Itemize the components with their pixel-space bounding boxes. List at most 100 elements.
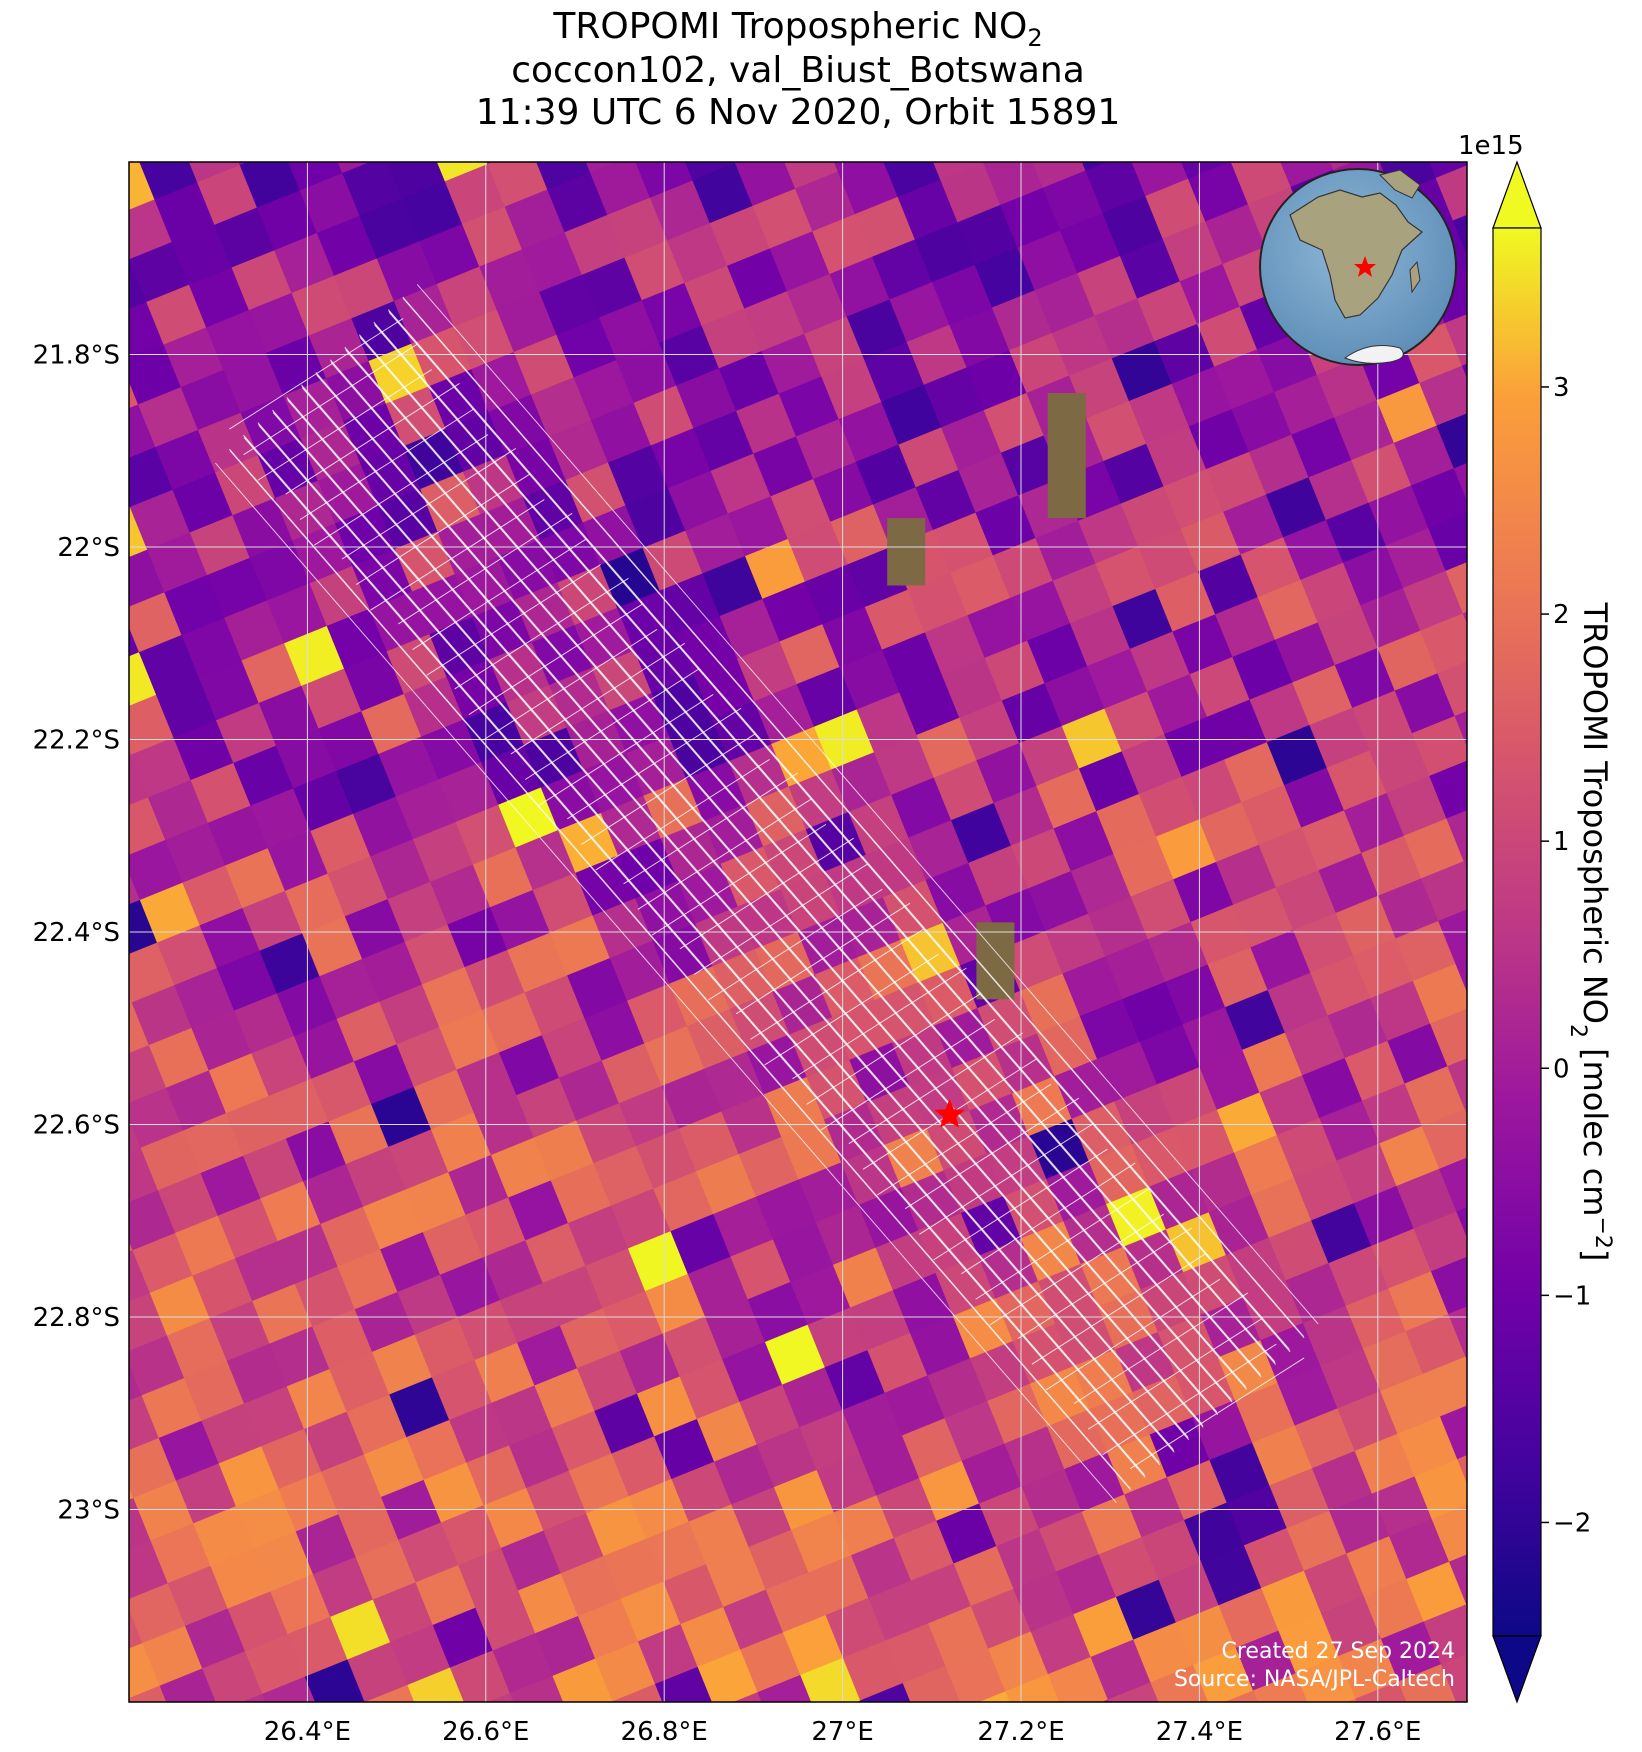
no2-pixel bbox=[129, 257, 130, 260]
footprint-line bbox=[344, 346, 1247, 1388]
no2-pixel bbox=[57, 1661, 117, 1721]
lon-tick-label: 27°E bbox=[811, 1717, 874, 1747]
footprint-line bbox=[300, 384, 1203, 1425]
no2-pixel bbox=[382, 1728, 442, 1752]
imagery-patch bbox=[1047, 393, 1086, 519]
footprint-line bbox=[1102, 1343, 1277, 1456]
no2-pixel bbox=[1181, 162, 1232, 180]
no2-pixel bbox=[337, 162, 372, 174]
no2-pixel bbox=[860, 1682, 911, 1702]
lon-tick-label: 27.6°E bbox=[1334, 1717, 1421, 1747]
no2-pixel bbox=[304, 1659, 366, 1702]
footprint-line bbox=[359, 335, 1262, 1376]
footprint-line bbox=[524, 668, 700, 780]
no2-pixel bbox=[1419, 365, 1467, 427]
map-panel bbox=[53, 67, 1607, 1752]
lat-tick-label: 22.4°S bbox=[33, 918, 120, 948]
footprint-line bbox=[919, 1123, 1094, 1235]
no2-pixel bbox=[1411, 468, 1467, 529]
no2-pixel bbox=[63, 815, 123, 875]
no2-pixel bbox=[57, 1413, 117, 1473]
no2-pixel bbox=[1446, 810, 1467, 862]
no2-pixel bbox=[761, 86, 821, 146]
title-line-2: coccon102, val_Biust_Botswana bbox=[511, 50, 1085, 91]
footprint-line bbox=[877, 1083, 1052, 1196]
footprint-line bbox=[651, 823, 827, 936]
no2-pixel bbox=[1437, 661, 1467, 717]
footprint-line bbox=[301, 385, 1204, 1427]
longitude-tick-labels: 26.4°E 26.6°E 26.8°E 27°E 27.2°E 27.4°E 27.6°E bbox=[264, 1717, 1422, 1747]
africa-landmass-icon bbox=[1289, 189, 1423, 319]
no2-pixel bbox=[1428, 512, 1467, 572]
no2-pixel bbox=[733, 1735, 793, 1752]
no2-pixel bbox=[1438, 909, 1467, 965]
no2-pixel bbox=[1452, 214, 1467, 256]
footprint-line bbox=[402, 298, 1305, 1339]
no2-pixel bbox=[1398, 1664, 1457, 1702]
lon-tick-label: 26.6°E bbox=[442, 1717, 529, 1747]
no2-pixel bbox=[1329, 162, 1354, 171]
no2-pixel bbox=[1107, 1682, 1160, 1702]
footprint-line bbox=[330, 360, 1233, 1402]
no2-pixel bbox=[75, 1703, 135, 1752]
colorbar-tick-label: −2 bbox=[1553, 1508, 1591, 1538]
no2-pixel bbox=[1230, 162, 1232, 163]
lat-tick-label: 22°S bbox=[57, 533, 120, 563]
footprint-line bbox=[257, 422, 1160, 1463]
lon-tick-label: 26.8°E bbox=[621, 1717, 708, 1747]
no2-pixel bbox=[66, 1558, 126, 1618]
footprint-line bbox=[374, 324, 1277, 1365]
no2-pixel bbox=[833, 162, 863, 172]
no2-pixel bbox=[920, 1709, 980, 1752]
footprint-line bbox=[286, 397, 1189, 1438]
footprint-line bbox=[975, 1188, 1150, 1300]
footprint-line bbox=[370, 499, 545, 611]
footprint-line bbox=[258, 425, 1161, 1466]
footprint-line bbox=[426, 564, 601, 676]
footprint-line bbox=[299, 408, 475, 521]
colorbar-tick-label: −1 bbox=[1553, 1281, 1591, 1311]
footprint-line bbox=[358, 334, 1261, 1375]
no2-pixel bbox=[1005, 1673, 1060, 1702]
no2-pixel bbox=[1547, 67, 1607, 127]
footprint-line bbox=[272, 412, 1175, 1453]
no2-pixel bbox=[1111, 94, 1171, 154]
title-line-3: 11:39 UTC 6 Nov 2020, Orbit 15891 bbox=[475, 92, 1121, 133]
no2-pixel bbox=[1430, 1256, 1467, 1315]
no2-pixel bbox=[53, 422, 113, 482]
no2-pixel bbox=[513, 87, 573, 147]
no2-pixel bbox=[1402, 76, 1462, 136]
footprint-line bbox=[402, 296, 1305, 1337]
no2-pixel bbox=[1051, 68, 1111, 128]
no2-pixel bbox=[129, 994, 133, 1005]
footprint-line bbox=[229, 450, 1132, 1491]
no2-pixel bbox=[163, 80, 223, 140]
lat-tick-label: 22.6°S bbox=[33, 1111, 120, 1141]
arabia-landmass-icon bbox=[1379, 169, 1421, 199]
footprint-line bbox=[637, 798, 812, 910]
no2-pixel bbox=[61, 72, 121, 132]
no2-pixel bbox=[1444, 314, 1467, 367]
no2-pixel bbox=[509, 1675, 564, 1702]
no2-pixel bbox=[1439, 1157, 1467, 1212]
title-line-1: TROPOMI Tropospheric NO2 bbox=[553, 6, 1043, 53]
no2-pixel bbox=[1421, 861, 1467, 922]
footprint-line bbox=[482, 629, 658, 741]
footprint-line bbox=[989, 1213, 1164, 1326]
no2-pixel bbox=[62, 567, 122, 627]
no2-pixel bbox=[978, 1691, 1011, 1702]
no2-pixel bbox=[1518, 1715, 1578, 1752]
latitude-tick-labels: 21.8°S 22°S 22.2°S 22.4°S 22.6°S 22.8°S 23°S bbox=[33, 341, 120, 1526]
footprint-line bbox=[1031, 1253, 1207, 1365]
lon-tick-label: 27.2°E bbox=[977, 1717, 1064, 1747]
footprint-line bbox=[820, 1018, 996, 1131]
no2-pixel bbox=[1081, 162, 1109, 172]
no2-pixel bbox=[1154, 76, 1214, 136]
no2-pixel bbox=[1355, 1681, 1408, 1702]
no2-pixel bbox=[1429, 760, 1467, 820]
footprint-line bbox=[244, 437, 1146, 1478]
no2-pixel bbox=[1476, 1733, 1536, 1752]
no2-pixel bbox=[1461, 363, 1467, 379]
no2-pixel bbox=[1435, 165, 1467, 222]
no2-pixel bbox=[242, 1693, 267, 1702]
